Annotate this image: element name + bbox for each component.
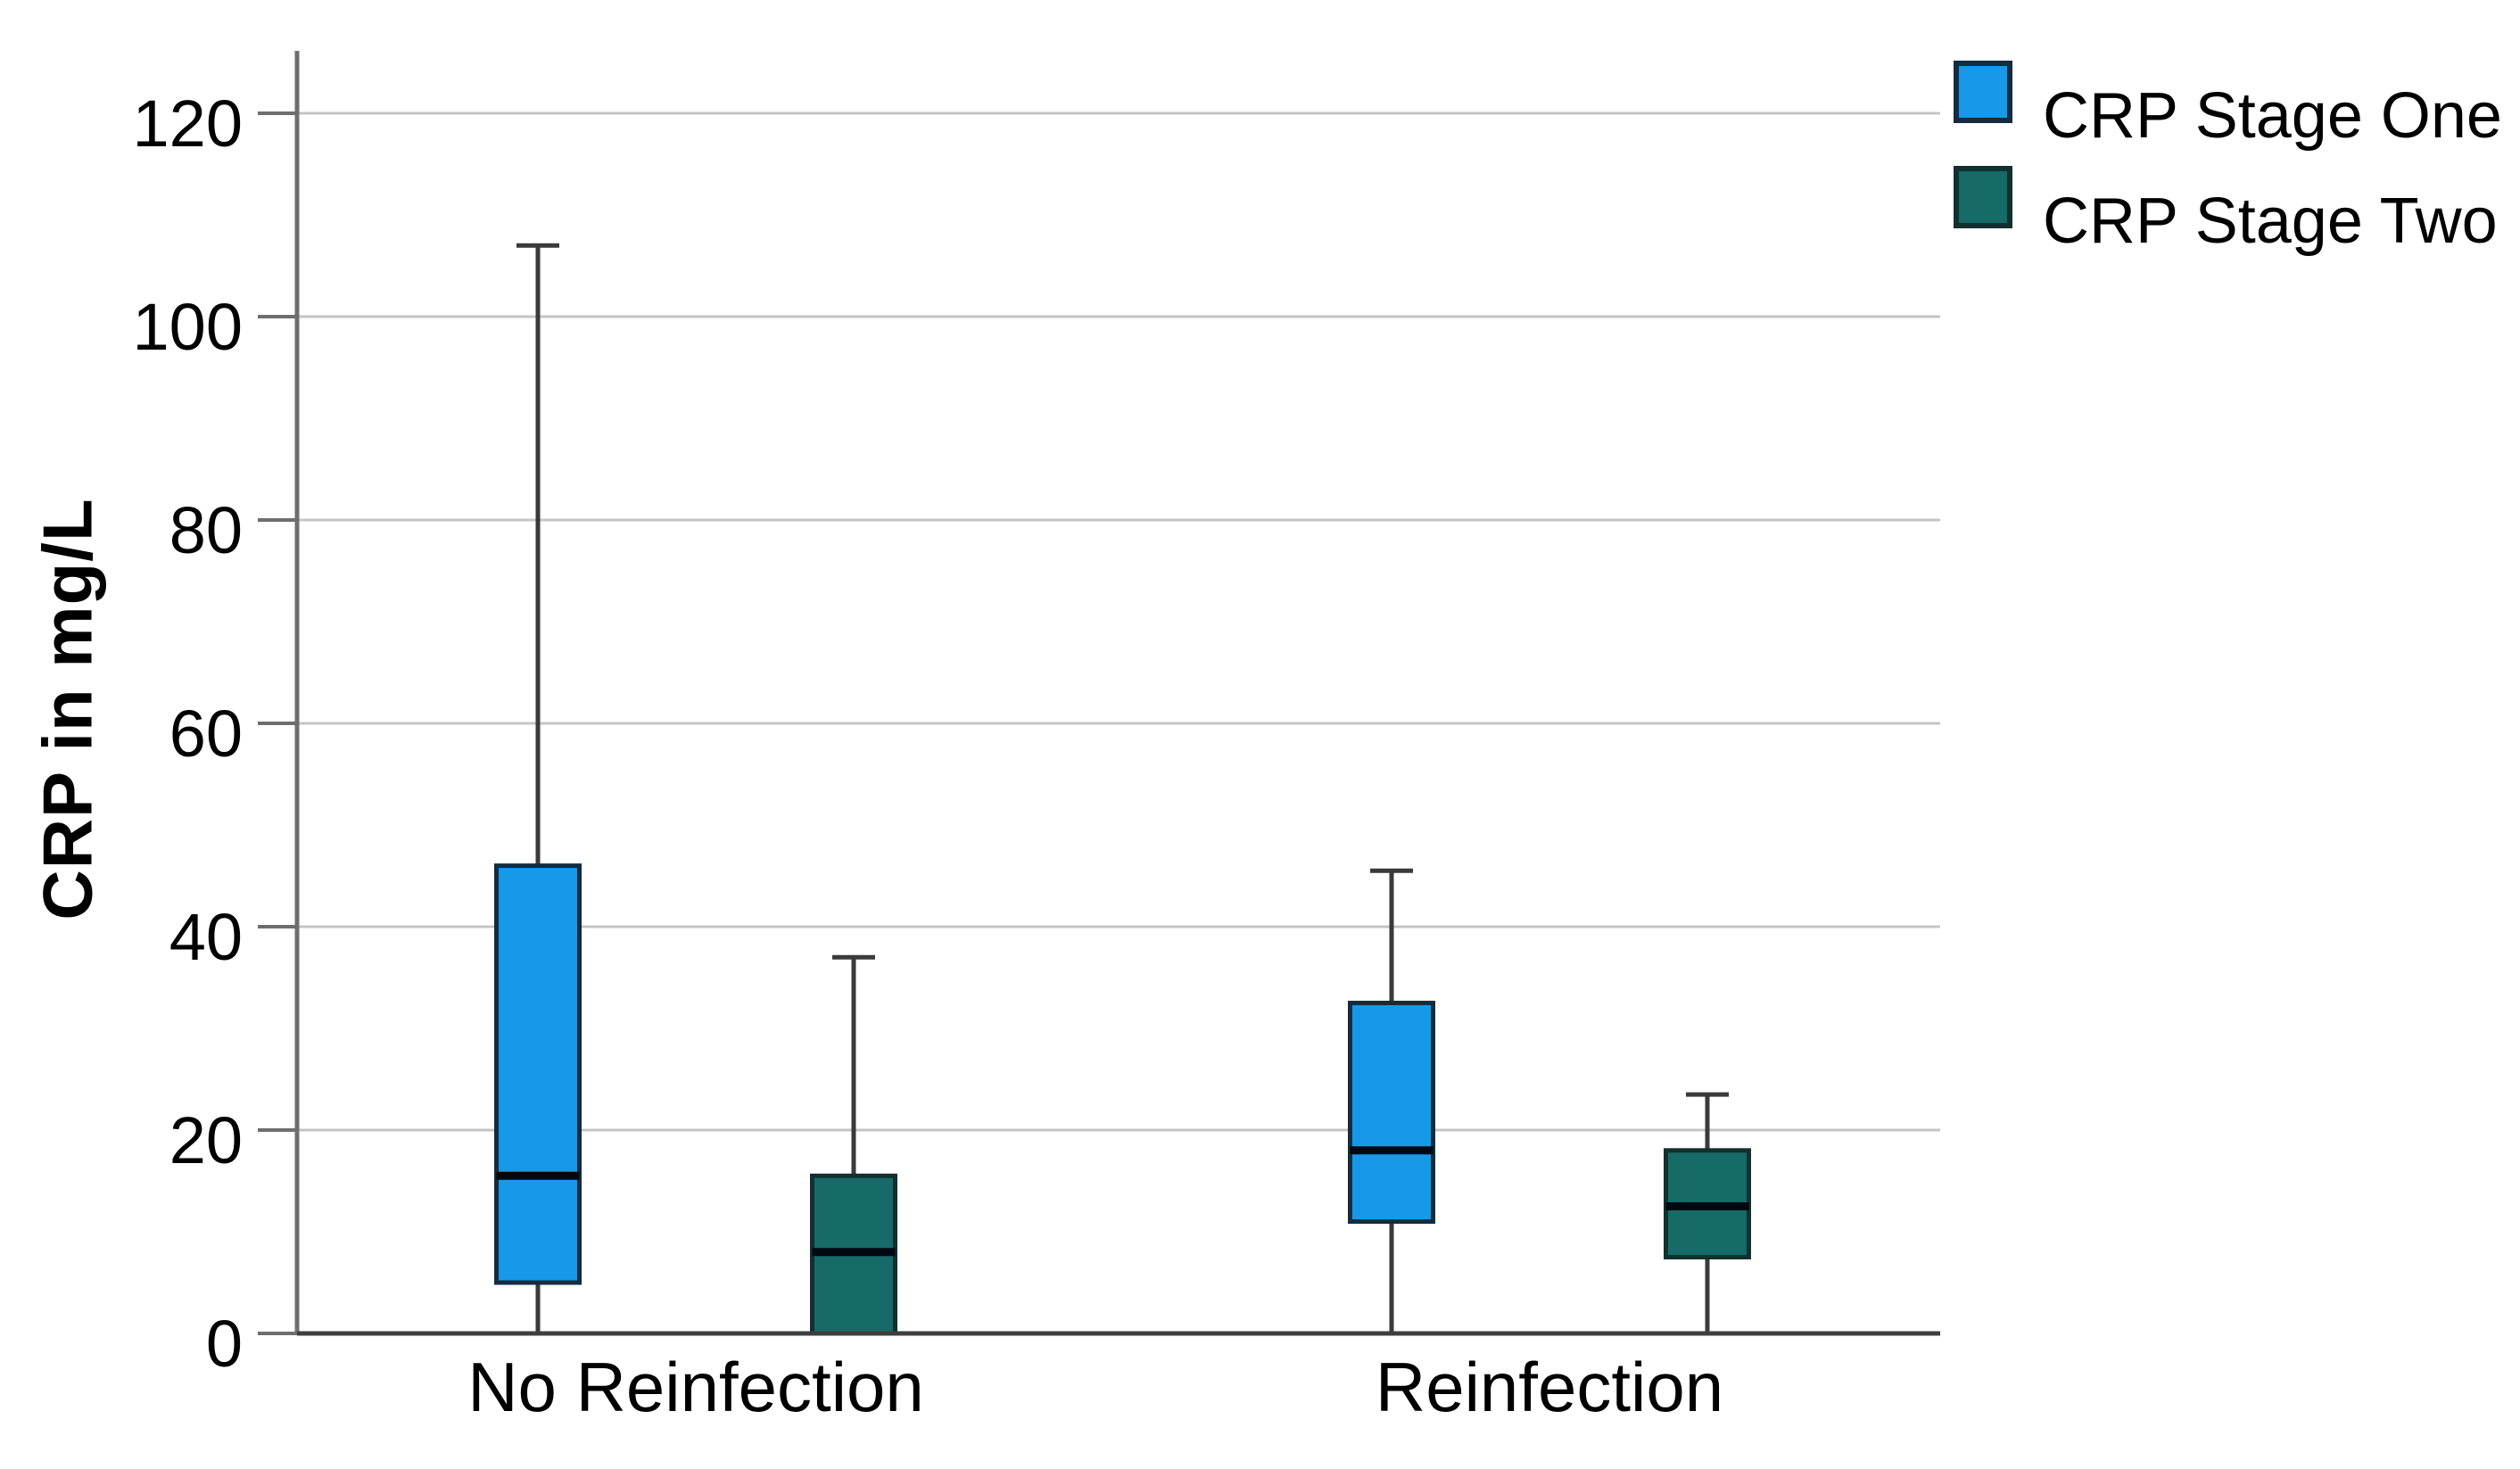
- y-tick-label: 40: [169, 900, 243, 974]
- y-tick-label: 60: [169, 697, 243, 771]
- legend-swatch: [1954, 61, 2012, 123]
- y-axis-title: CRP in mg/L: [28, 498, 107, 920]
- legend-item: CRP Stage One: [1954, 61, 2502, 148]
- legend: CRP Stage One CRP Stage Two: [1954, 61, 2502, 271]
- legend-swatch: [1954, 166, 2012, 228]
- category-label: Reinfection: [1376, 1348, 1723, 1426]
- y-tick-label: 120: [133, 87, 243, 161]
- y-tick-label: 100: [133, 290, 243, 364]
- legend-label: CRP Stage One: [2043, 80, 2502, 152]
- box: [1348, 1001, 1435, 1225]
- legend-label: CRP Stage Two: [2043, 186, 2498, 257]
- y-tick-label: 20: [169, 1103, 243, 1177]
- y-tick-label: 80: [169, 493, 243, 567]
- box: [494, 863, 582, 1285]
- category-label: No Reinfection: [467, 1348, 924, 1426]
- y-tick-label: 0: [206, 1307, 243, 1381]
- legend-item: CRP Stage Two: [1954, 166, 2502, 253]
